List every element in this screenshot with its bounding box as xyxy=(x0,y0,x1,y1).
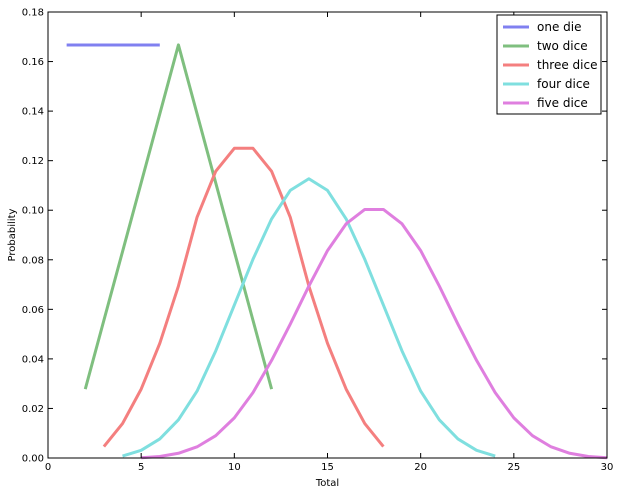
y-tick-label: 0.08 xyxy=(22,255,44,266)
y-tick-label: 0.02 xyxy=(22,404,44,415)
y-tick-label: 0.04 xyxy=(22,354,44,365)
y-tick-label: 0.00 xyxy=(22,454,44,465)
legend-label: five dice xyxy=(537,96,588,110)
legend-label: four dice xyxy=(537,77,590,91)
x-tick-label: 20 xyxy=(414,462,427,473)
x-tick-label: 15 xyxy=(321,462,334,473)
series-line-2 xyxy=(83,43,274,390)
x-tick-label: 25 xyxy=(507,462,520,473)
legend-label: one die xyxy=(537,20,581,34)
plot-lines xyxy=(66,43,608,460)
series-line-5 xyxy=(141,207,608,460)
legend-label: two dice xyxy=(537,39,588,53)
legend-label: three dice xyxy=(537,58,598,72)
x-tick-label: 10 xyxy=(228,462,241,473)
y-tick-label: 0.12 xyxy=(22,156,44,167)
series-line-3 xyxy=(102,146,385,448)
y-tick-label: 0.14 xyxy=(22,107,44,118)
y-axis-label: Probability xyxy=(7,208,18,261)
x-tick-label: 0 xyxy=(45,462,51,473)
x-axis-label: Total xyxy=(315,478,339,489)
y-tick-label: 0.18 xyxy=(22,8,44,19)
legend: one die two dice three dice four dice five d… xyxy=(496,14,602,115)
y-tick-label: 0.10 xyxy=(22,206,44,217)
x-tick-label: 30 xyxy=(601,462,614,473)
axis-ticks xyxy=(47,11,608,459)
series-line-4 xyxy=(122,177,496,458)
y-tick-label: 0.16 xyxy=(22,57,44,68)
x-tick-label: 5 xyxy=(138,462,144,473)
axis-tick-labels: 0 5 10 15 20 25 30 0.00 0.02 0.04 0.06 0.08 0.10 0.12… xyxy=(22,8,614,474)
y-tick-label: 0.06 xyxy=(22,305,44,316)
